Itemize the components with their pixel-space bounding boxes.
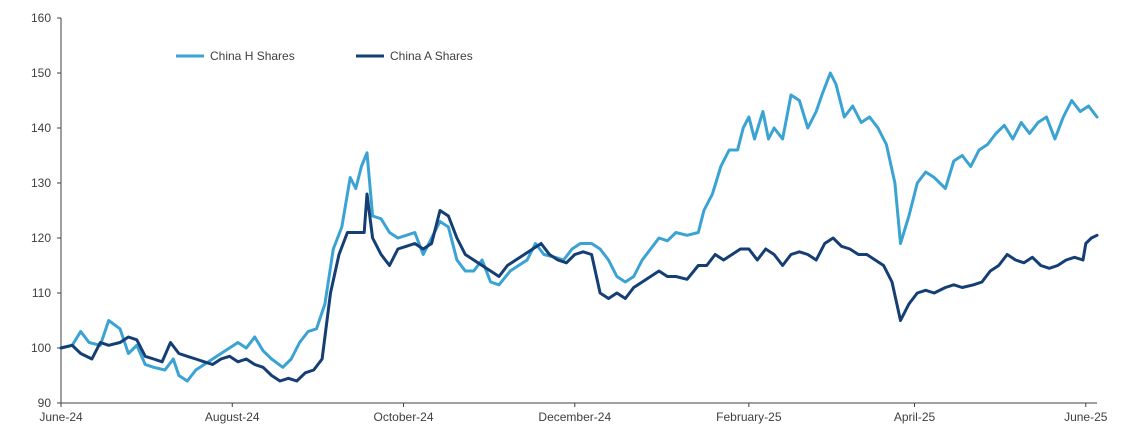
y-axis: 90 100 110 120 130 140 150 160 <box>31 11 62 410</box>
series-line-china-a-shares <box>59 192 1099 383</box>
series-layer <box>59 71 1099 383</box>
y-tick-label: 140 <box>31 121 51 135</box>
x-tick-label: June-25 <box>1064 410 1108 424</box>
legend-label: China A Shares <box>390 49 473 63</box>
x-tick-label: February-25 <box>716 410 782 424</box>
y-tick-label: 100 <box>31 341 51 355</box>
legend-label: China H Shares <box>210 49 295 63</box>
y-tick-label: 120 <box>31 231 51 245</box>
x-tick-label: October-24 <box>374 410 434 424</box>
series-line-china-h-shares <box>59 71 1099 383</box>
y-tick-label: 110 <box>32 286 51 300</box>
x-tick-label: December-24 <box>538 410 611 424</box>
x-axis: June-24 August-24 October-24 December-24 Feb… <box>39 402 1108 424</box>
y-tick-label: 160 <box>31 11 51 25</box>
x-tick-label: August-24 <box>205 410 260 424</box>
y-tick-label: 130 <box>31 176 51 190</box>
x-tick-label: June-24 <box>39 410 83 424</box>
legend: China H Shares China A Shares <box>176 49 473 63</box>
y-tick-label: 150 <box>31 66 51 80</box>
y-tick-label: 90 <box>38 396 52 410</box>
x-tick-label: April-25 <box>894 410 936 424</box>
